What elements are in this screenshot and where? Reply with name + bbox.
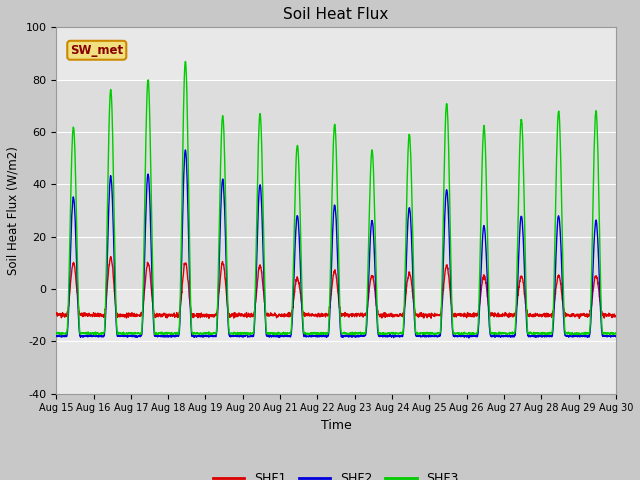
SHF2 — [209, 333, 216, 338]
SHF3 — [353, 331, 360, 336]
Bar — [56, 80, 616, 289]
SHF3 — [52, 330, 60, 336]
X-axis label: Time: Time — [321, 419, 351, 432]
Y-axis label: Soil Heat Flux (W/m2): Soil Heat Flux (W/m2) — [7, 146, 20, 275]
SHF3 — [209, 331, 216, 337]
SHF1 — [52, 311, 60, 316]
SHF1 — [365, 295, 372, 300]
Line: SHF2: SHF2 — [56, 150, 616, 338]
SHF1 — [107, 254, 115, 260]
SHF3 — [182, 59, 189, 64]
SHF2 — [365, 278, 372, 284]
SHF2 — [499, 334, 507, 340]
SHF3 — [365, 231, 372, 237]
SHF2 — [353, 333, 360, 339]
SHF2 — [579, 334, 586, 339]
SHF3 — [579, 331, 586, 337]
SHF1 — [612, 314, 620, 320]
SHF3 — [563, 329, 571, 335]
SHF1 — [209, 312, 216, 318]
SHF2 — [563, 333, 571, 339]
SHF3 — [612, 330, 620, 336]
SHF1 — [563, 312, 570, 318]
SHF3 — [499, 330, 507, 336]
Line: SHF3: SHF3 — [56, 61, 616, 335]
SHF1 — [499, 313, 507, 319]
SHF2 — [612, 333, 620, 339]
SHF2 — [52, 334, 60, 339]
SHF1 — [575, 315, 583, 321]
Line: SHF1: SHF1 — [56, 257, 616, 318]
SHF1 — [579, 312, 586, 317]
SHF2 — [182, 147, 189, 153]
Legend: SHF1, SHF2, SHF3: SHF1, SHF2, SHF3 — [208, 467, 464, 480]
SHF3 — [91, 332, 99, 338]
SHF2 — [465, 335, 473, 341]
SHF1 — [353, 311, 360, 316]
Title: Soil Heat Flux: Soil Heat Flux — [284, 7, 388, 22]
Text: SW_met: SW_met — [70, 44, 124, 57]
